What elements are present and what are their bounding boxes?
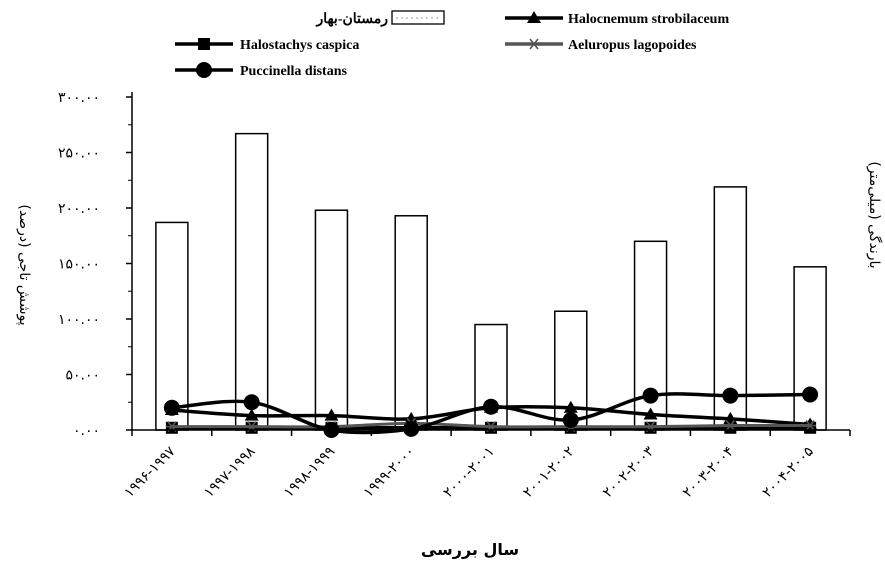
legend-label: Puccinella distans <box>240 64 348 79</box>
marker-triangle <box>324 408 339 421</box>
marker-circle <box>483 398 499 415</box>
legend-label: Halostachys caspica <box>240 38 359 53</box>
marker-circle <box>802 386 819 403</box>
y-tick-label: ۵۰.۰۰ <box>65 368 100 384</box>
y-tick-label: ۲۵۰.۰۰ <box>58 146 100 162</box>
marker-asterisk <box>528 38 540 50</box>
marker-circle <box>243 394 260 411</box>
marker-asterisk <box>724 420 737 432</box>
marker-circle <box>196 62 212 78</box>
legend-item: Halocnemum strobilaceum <box>505 11 729 27</box>
y-axis-ticks: ۰.۰۰ ۵۰.۰۰ ۱۰۰.۰۰ ۱۵۰.۰۰ ۲۰۰.۰۰ ۲۵۰.۰۰ ۳۰۰.۰۰ <box>58 90 132 439</box>
axes <box>131 92 851 436</box>
x-tick-label: ۲۰۰۴-۲۰۰۵ <box>760 444 817 501</box>
marker-circle <box>722 387 739 404</box>
legend-label: Halocnemum strobilaceum <box>568 12 729 27</box>
marker-asterisk <box>804 420 817 432</box>
marker-circle <box>642 387 659 404</box>
x-tick-label: ۱۹۹۸-۱۹۹۹ <box>281 444 338 501</box>
y-tick-label: ۳۰۰.۰۰ <box>58 90 100 106</box>
marker-circle <box>163 399 180 416</box>
marker-triangle <box>563 400 578 413</box>
legend-label: رمستان-بهار <box>315 12 388 27</box>
marker-triangle <box>404 411 419 424</box>
legend: رمستان-بهار Halocnemum strobilaceum Halost… <box>175 10 729 79</box>
y-tick-label: ۲۰۰.۰۰ <box>58 201 100 217</box>
x-tick-label: ۱۹۹۹-۲۰۰۰ <box>361 444 418 501</box>
x-axis-ticks: ۱۹۹۶-۱۹۹۷ ۱۹۹۷-۱۹۹۸ ۱۹۹۸-۱۹۹۹ ۱۹۹۹-۲۰۰۰ ۲۰۰۰… <box>121 443 817 501</box>
marker-triangle <box>643 407 658 420</box>
bar <box>793 266 827 431</box>
marker-circle <box>403 420 420 437</box>
marker-square <box>198 38 210 50</box>
bar <box>394 215 428 431</box>
marker-triangle <box>244 408 259 421</box>
y-tick-label: ۰.۰۰ <box>73 423 100 439</box>
y-tick-label: ۱۰۰.۰۰ <box>58 312 100 328</box>
x-tick-label: ۲۰۰۰-۲۰۰۱ <box>440 444 497 501</box>
legend-item: Aeluropus lagopoides <box>505 38 697 53</box>
marker-circle <box>562 412 579 429</box>
x-tick-label: ۲۰۰۱-۲۰۰۲ <box>520 444 577 501</box>
legend-item: Puccinella distans <box>175 62 348 79</box>
bar <box>155 221 189 431</box>
marker-triangle <box>527 11 541 23</box>
legend-item: Halostachys caspica <box>175 38 359 53</box>
bar <box>314 209 349 431</box>
x-tick-label: ۱۹۹۷-۱۹۹۸ <box>201 443 259 501</box>
y-tick-label: ۱۵۰.۰۰ <box>58 257 100 273</box>
x-tick-label: ۲۰۰۳-۲۰۰۴ <box>680 444 737 501</box>
bar <box>234 132 269 431</box>
bar-series <box>155 132 827 431</box>
x-tick-label: ۱۹۹۶-۱۹۹۷ <box>121 443 179 501</box>
marker-square <box>804 421 817 434</box>
legend-label: Aeluropus lagopoides <box>568 38 697 53</box>
y-axis-left-title: پوشش تاجی (درصد) <box>16 204 32 325</box>
legend-item: رمستان-بهار <box>315 10 445 27</box>
line-series <box>163 386 819 438</box>
marker-square <box>724 421 737 434</box>
x-tick-label: ۲۰۰۲-۲۰۰۳ <box>600 443 658 501</box>
y-axis-right-title: بارندگی (میلی‌متر) <box>866 161 883 268</box>
x-axis-title: سال بررسی <box>421 540 519 559</box>
